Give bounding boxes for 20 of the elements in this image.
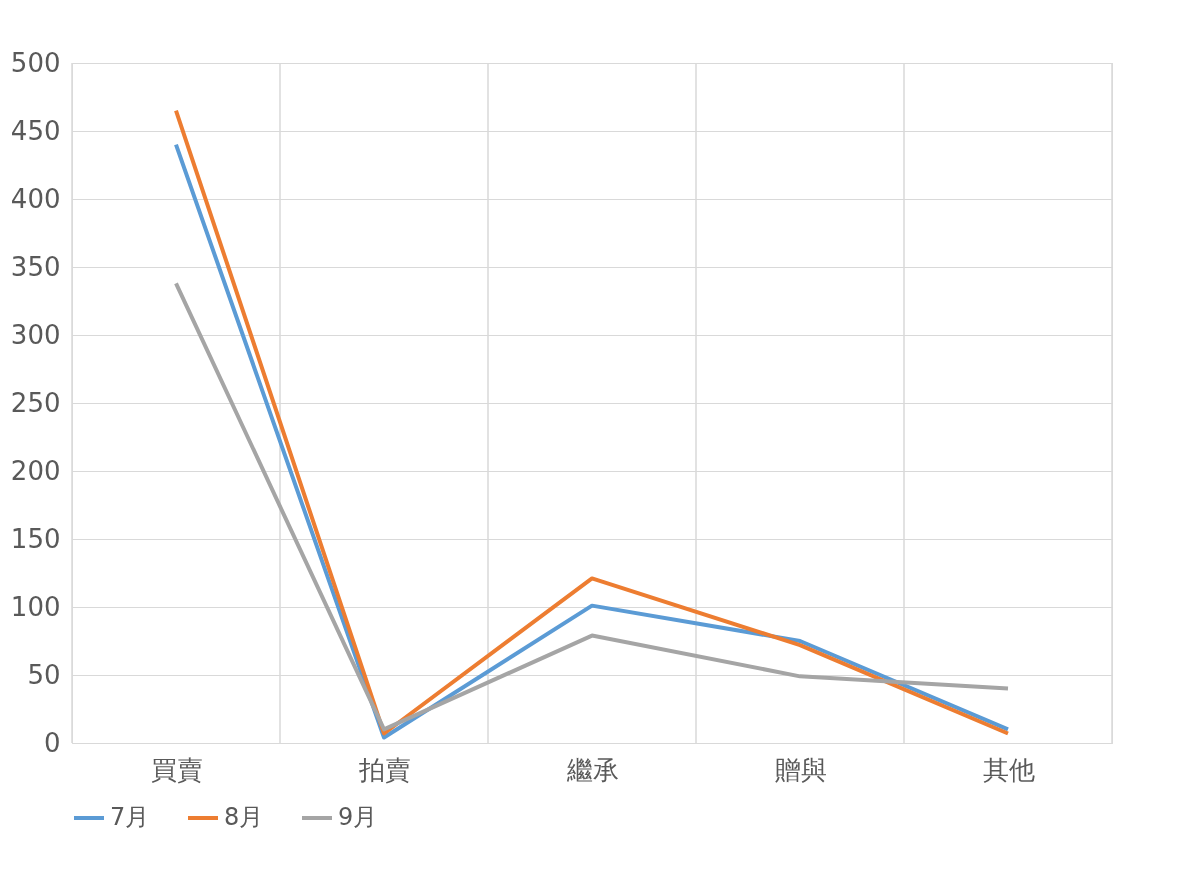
x-tick-label: 其他 — [982, 754, 1035, 785]
y-tick-label: 350 — [10, 251, 61, 282]
x-tick-label: 買賣 — [150, 754, 203, 785]
y-tick-label: 100 — [10, 591, 61, 622]
y-tick-label: 250 — [10, 387, 61, 418]
y-tick-label: 500 — [10, 47, 61, 78]
legend-label: 8月 — [224, 803, 264, 831]
y-tick-label: 150 — [10, 523, 61, 554]
y-tick-label: 450 — [10, 115, 61, 146]
legend-label: 7月 — [110, 803, 150, 831]
y-tick-label: 200 — [10, 455, 61, 486]
x-tick-label: 拍賣 — [357, 754, 411, 785]
x-tick-label: 贈與 — [774, 754, 827, 785]
y-tick-label: 0 — [43, 727, 61, 758]
legend-label: 9月 — [338, 803, 378, 831]
y-tick-label: 300 — [10, 319, 61, 350]
line-series — [174, 281, 1010, 732]
y-tick-label: 50 — [27, 659, 61, 690]
x-tick-label: 繼承 — [565, 754, 619, 785]
y-tick-label: 400 — [10, 183, 61, 214]
